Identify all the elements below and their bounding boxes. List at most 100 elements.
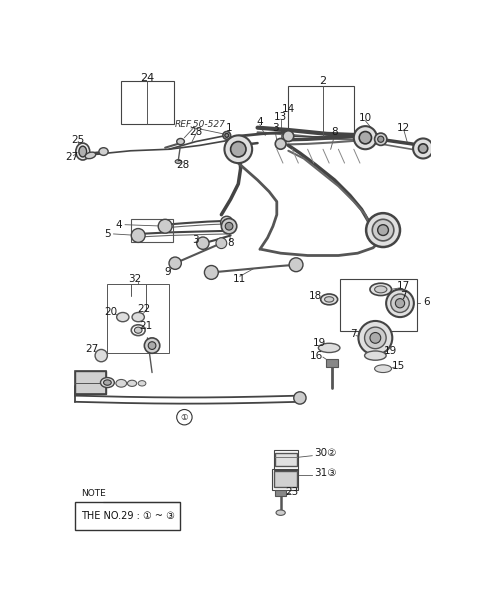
Text: 28: 28 (189, 127, 203, 137)
Circle shape (386, 290, 414, 317)
Text: 16: 16 (310, 350, 324, 361)
Ellipse shape (225, 134, 228, 137)
Text: 7: 7 (350, 329, 357, 339)
Ellipse shape (374, 286, 387, 293)
Ellipse shape (79, 146, 86, 157)
Text: 3: 3 (272, 123, 278, 132)
Text: 27: 27 (65, 152, 79, 162)
Bar (274, 450, 299, 470)
Text: 10: 10 (359, 113, 372, 123)
Ellipse shape (127, 380, 137, 386)
Bar (275, 453, 297, 467)
Circle shape (378, 136, 384, 142)
Circle shape (221, 219, 237, 234)
Ellipse shape (104, 380, 111, 385)
Circle shape (365, 327, 386, 349)
Ellipse shape (365, 351, 386, 360)
Circle shape (294, 392, 306, 404)
Circle shape (148, 342, 156, 349)
Text: 19: 19 (312, 338, 326, 349)
Bar (75, 502, 180, 530)
Ellipse shape (370, 283, 392, 296)
Bar (274, 471, 297, 486)
Bar (272, 469, 299, 489)
Text: 28: 28 (176, 160, 190, 170)
Text: 15: 15 (392, 361, 405, 371)
Ellipse shape (132, 312, 144, 321)
Circle shape (225, 222, 233, 230)
Circle shape (197, 237, 209, 249)
Circle shape (366, 213, 400, 247)
Circle shape (169, 257, 181, 269)
Text: 14: 14 (282, 104, 295, 114)
Circle shape (216, 238, 227, 249)
Text: 5: 5 (104, 229, 111, 239)
Circle shape (283, 131, 294, 141)
Text: 31③: 31③ (314, 468, 336, 477)
Bar (75, 371, 106, 394)
Text: 24: 24 (140, 73, 155, 84)
Ellipse shape (117, 312, 129, 321)
Circle shape (391, 294, 409, 312)
Circle shape (374, 133, 387, 146)
Text: 22: 22 (138, 305, 151, 314)
Circle shape (419, 144, 428, 153)
Text: 6: 6 (423, 297, 430, 306)
Bar (108, 284, 169, 353)
Ellipse shape (100, 377, 114, 388)
Ellipse shape (85, 152, 96, 159)
Ellipse shape (175, 160, 181, 164)
Ellipse shape (276, 510, 285, 515)
Ellipse shape (138, 380, 146, 386)
Circle shape (131, 229, 145, 243)
Text: 2: 2 (319, 76, 326, 87)
Circle shape (413, 138, 433, 158)
Text: 13: 13 (274, 112, 287, 122)
Ellipse shape (374, 365, 392, 373)
Ellipse shape (223, 131, 230, 139)
Text: 21: 21 (139, 321, 153, 331)
Circle shape (275, 138, 286, 149)
Circle shape (177, 409, 192, 425)
Ellipse shape (321, 294, 337, 305)
Ellipse shape (318, 343, 340, 353)
Text: 30②: 30② (314, 448, 336, 458)
Text: 7: 7 (400, 291, 407, 300)
Text: 27: 27 (85, 344, 98, 355)
Circle shape (372, 219, 394, 241)
Text: REF.50-527: REF.50-527 (175, 120, 226, 129)
Ellipse shape (134, 327, 142, 334)
Text: 18: 18 (309, 291, 322, 300)
Text: NOTE: NOTE (81, 489, 106, 498)
Bar (75, 371, 106, 394)
Circle shape (289, 258, 303, 272)
Circle shape (359, 321, 392, 355)
Circle shape (354, 126, 377, 149)
Circle shape (370, 332, 381, 343)
Text: 8: 8 (228, 238, 234, 248)
Ellipse shape (76, 143, 90, 160)
Circle shape (225, 135, 252, 163)
Text: 11: 11 (233, 273, 246, 284)
Text: 23: 23 (286, 487, 299, 497)
Circle shape (221, 216, 233, 229)
Circle shape (158, 219, 172, 233)
Text: 1: 1 (226, 123, 232, 132)
Circle shape (204, 265, 218, 279)
Ellipse shape (116, 379, 127, 387)
Text: 32: 32 (128, 273, 141, 284)
Circle shape (95, 349, 108, 362)
Text: 17: 17 (397, 281, 410, 291)
Ellipse shape (99, 147, 108, 155)
Bar (326, 359, 338, 367)
Circle shape (396, 299, 405, 308)
Circle shape (359, 131, 372, 144)
Bar (131, 219, 173, 241)
Bar (340, 279, 417, 331)
Text: 19: 19 (384, 346, 397, 356)
Bar (275, 489, 286, 495)
Text: 9: 9 (164, 267, 171, 278)
Circle shape (144, 338, 160, 353)
Text: 20: 20 (105, 308, 118, 317)
Text: 4: 4 (256, 117, 263, 127)
